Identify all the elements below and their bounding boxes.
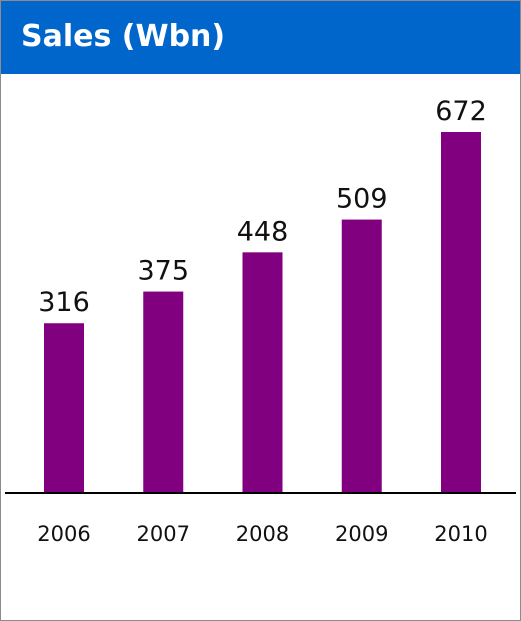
value-label-2010: 672 [435, 96, 487, 127]
chart-header: Sales (Wbn) [1, 1, 520, 74]
bars-layer [44, 132, 481, 493]
value-labels-layer: 316 375 448 509 672 [38, 96, 487, 318]
x-tick-label-2008: 2008 [236, 522, 289, 546]
x-tick-label-2009: 2009 [335, 522, 388, 546]
bar-2007 [143, 291, 184, 493]
x-tick-label-2010: 2010 [434, 522, 487, 546]
value-label-2008: 448 [237, 216, 289, 247]
bar-2010 [441, 132, 481, 493]
value-label-2006: 316 [38, 287, 90, 318]
bar-2006 [44, 323, 84, 493]
value-label-2009: 509 [336, 184, 388, 215]
bar-2009 [341, 219, 382, 493]
x-tick-label-2006: 2006 [37, 522, 90, 546]
value-label-2007: 375 [137, 256, 189, 287]
chart-title: Sales (Wbn) [21, 19, 226, 54]
x-tick-label-2007: 2007 [137, 522, 190, 546]
x-axis-ticks-layer: 2006 2007 2008 2009 2010 [37, 522, 487, 546]
bar-2008 [242, 252, 283, 493]
